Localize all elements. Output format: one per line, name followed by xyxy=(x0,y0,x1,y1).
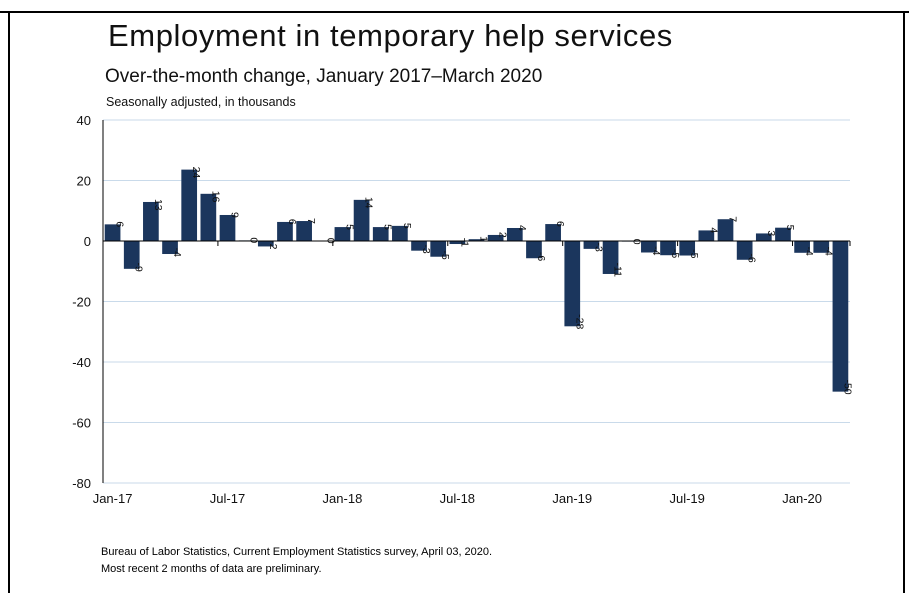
data-label: -50 xyxy=(841,379,853,394)
x-tick-label: Jan-18 xyxy=(323,491,363,506)
right-frame-border xyxy=(903,13,905,593)
bar xyxy=(545,224,561,241)
bar xyxy=(200,193,217,241)
data-label: -4 xyxy=(171,248,183,257)
y-tick-label: 0 xyxy=(84,234,91,249)
data-label: -1 xyxy=(458,238,470,247)
data-label: -11 xyxy=(612,263,624,278)
data-label: 24 xyxy=(190,167,202,179)
data-label: 13 xyxy=(152,199,164,211)
left-frame-border xyxy=(8,13,10,593)
data-label: -4 xyxy=(822,246,834,255)
bar xyxy=(257,241,274,247)
y-tick-label: -60 xyxy=(72,416,91,431)
data-label: 5 xyxy=(382,224,394,230)
bar xyxy=(775,227,791,241)
bar xyxy=(123,241,140,269)
data-label: 14 xyxy=(363,197,375,209)
bar xyxy=(468,239,485,241)
x-tick-label: Jul-17 xyxy=(210,491,245,506)
bar xyxy=(143,201,159,241)
bar xyxy=(641,241,657,253)
data-label: 0 xyxy=(248,237,260,243)
bar xyxy=(564,241,581,327)
bar xyxy=(736,241,753,260)
y-tick-label: -40 xyxy=(72,355,91,370)
data-label: -28 xyxy=(573,314,585,329)
y-tick-label: 40 xyxy=(77,113,91,128)
bar xyxy=(660,241,676,256)
bar xyxy=(487,234,504,241)
bar xyxy=(104,224,121,241)
bar xyxy=(755,233,772,241)
source-line: Bureau of Labor Statistics, Current Empl… xyxy=(101,546,493,558)
bar xyxy=(353,199,370,241)
x-tick-label: Jul-18 xyxy=(440,491,475,506)
chart-title: Employment in temporary help services xyxy=(108,18,673,53)
x-tick-label: Jan-20 xyxy=(782,491,822,506)
data-label: 6 xyxy=(286,219,298,225)
x-tick-label: Jan-17 xyxy=(93,491,133,506)
bar xyxy=(277,221,293,241)
data-label: -9 xyxy=(133,262,145,271)
data-label: 5 xyxy=(784,225,796,231)
data-label: 6 xyxy=(114,221,126,227)
bar xyxy=(181,169,198,241)
y-tick-label: -80 xyxy=(72,476,91,491)
bar xyxy=(679,241,696,256)
data-label: 9 xyxy=(229,212,241,218)
bar xyxy=(334,227,351,241)
bar xyxy=(372,227,389,241)
data-label: 4 xyxy=(707,227,719,233)
x-tick-label: Jul-19 xyxy=(669,491,704,506)
bar xyxy=(698,230,715,241)
bar xyxy=(506,227,523,241)
y-tick-label: -20 xyxy=(72,295,91,310)
data-label: 6 xyxy=(554,221,566,227)
data-label: 0 xyxy=(631,239,643,245)
bar xyxy=(832,241,849,392)
bar xyxy=(392,225,408,241)
bar xyxy=(296,221,312,241)
preliminary-note: Most recent 2 months of data are prelimi… xyxy=(101,563,322,575)
bar xyxy=(583,241,600,249)
bar xyxy=(449,241,466,245)
data-label: -5 xyxy=(669,249,681,258)
bar xyxy=(526,241,542,259)
data-label: 3 xyxy=(765,230,777,236)
data-label: 7 xyxy=(727,216,739,222)
chart-subtitle: Over-the-month change, January 2017–Marc… xyxy=(105,66,543,87)
bar xyxy=(794,241,810,253)
data-label: -5 xyxy=(688,249,700,258)
data-label: 1 xyxy=(478,236,490,242)
data-label: 5 xyxy=(343,224,355,230)
data-label: 16 xyxy=(209,191,221,203)
data-label: -2 xyxy=(267,240,279,249)
chart-note: Seasonally adjusted, in thousands xyxy=(106,95,296,109)
data-label: 5 xyxy=(401,223,413,229)
x-tick-label: Jan-19 xyxy=(552,491,592,506)
bar xyxy=(717,219,734,241)
data-label: -4 xyxy=(650,246,662,255)
y-tick-label: 20 xyxy=(77,174,91,189)
data-label: 4 xyxy=(516,225,528,231)
bar xyxy=(162,241,178,255)
data-label: 2 xyxy=(497,232,509,238)
data-label: -5 xyxy=(439,250,451,259)
data-label: -6 xyxy=(535,252,547,261)
bar xyxy=(602,241,619,274)
data-label: 7 xyxy=(305,218,317,224)
bar xyxy=(430,241,447,257)
data-label: -3 xyxy=(420,244,432,253)
bar xyxy=(411,241,427,251)
data-label: -3 xyxy=(592,243,604,252)
bar xyxy=(813,241,830,253)
data-label: -4 xyxy=(803,246,815,255)
bar xyxy=(219,214,236,241)
data-label: -6 xyxy=(746,253,758,262)
top-frame-border xyxy=(0,0,909,13)
